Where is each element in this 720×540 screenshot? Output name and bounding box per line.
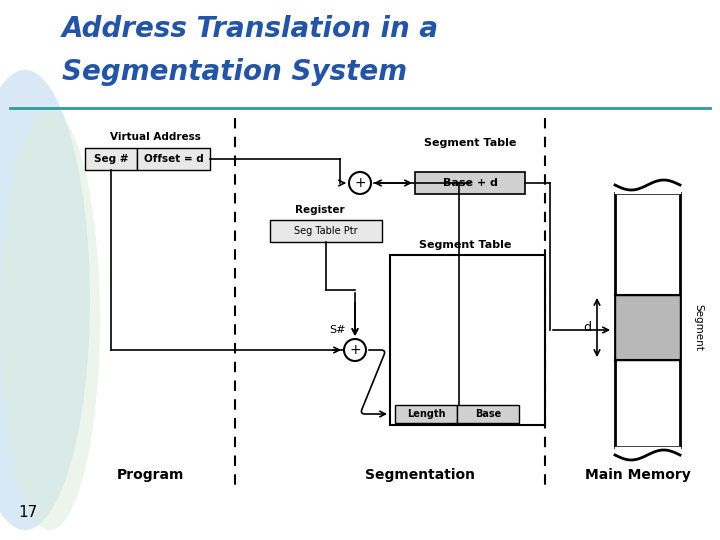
Text: Main Memory: Main Memory bbox=[585, 468, 691, 482]
Text: Seg #: Seg # bbox=[94, 154, 128, 164]
Text: Virtual Address: Virtual Address bbox=[109, 132, 200, 142]
Text: Seg Table Ptr: Seg Table Ptr bbox=[294, 226, 358, 236]
Bar bbox=[395, 405, 457, 423]
Bar bbox=[457, 405, 519, 423]
Text: Segment Table: Segment Table bbox=[419, 240, 511, 250]
Text: Segmentation: Segmentation bbox=[365, 468, 475, 482]
Text: Offset = d: Offset = d bbox=[143, 154, 203, 164]
Text: Segmentation System: Segmentation System bbox=[62, 58, 407, 86]
Text: 17: 17 bbox=[18, 505, 37, 520]
Text: Base + d: Base + d bbox=[443, 178, 498, 188]
Text: d: d bbox=[583, 321, 591, 334]
Text: S#: S# bbox=[329, 325, 346, 335]
Text: Program: Program bbox=[117, 468, 184, 482]
Text: Address Translation in a: Address Translation in a bbox=[62, 15, 439, 43]
Bar bbox=[615, 295, 680, 360]
Bar bbox=[85, 148, 137, 170]
Text: Register: Register bbox=[295, 205, 345, 215]
Text: Length: Length bbox=[407, 409, 445, 419]
Text: Base: Base bbox=[475, 409, 501, 419]
Text: +: + bbox=[349, 343, 361, 357]
Bar bbox=[415, 172, 525, 194]
Bar bbox=[270, 220, 382, 242]
Text: Segment: Segment bbox=[693, 304, 703, 351]
Ellipse shape bbox=[0, 70, 90, 530]
Bar bbox=[137, 148, 210, 170]
Text: Segment Table: Segment Table bbox=[424, 138, 516, 148]
Text: +: + bbox=[354, 176, 366, 190]
Bar bbox=[390, 255, 545, 425]
Ellipse shape bbox=[0, 110, 100, 530]
Bar bbox=[615, 193, 680, 447]
